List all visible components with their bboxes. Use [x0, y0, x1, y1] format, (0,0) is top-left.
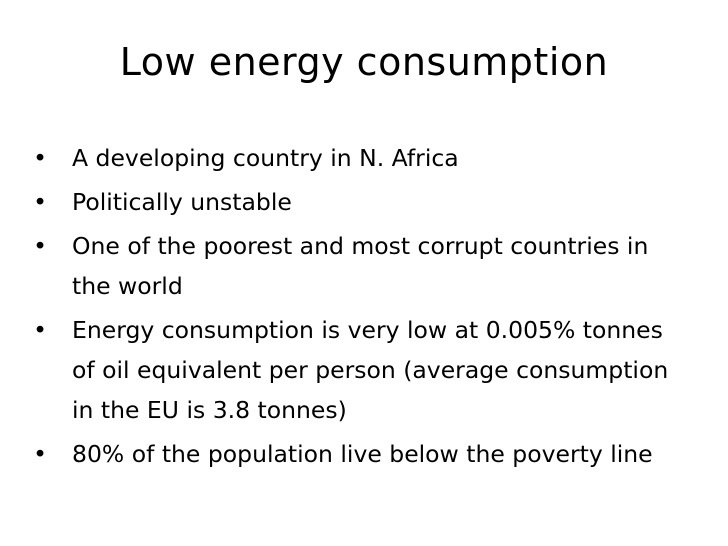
bullet-text: A developing country in N. Africa — [72, 144, 459, 172]
bullet-text: Politically unstable — [72, 188, 292, 216]
bullet-text: One of the poorest and most corrupt coun… — [72, 232, 649, 300]
bullet-item: • 80% of the population live below the p… — [28, 434, 688, 474]
bullet-item: • Energy consumption is very low at 0.00… — [28, 310, 688, 430]
bullet-icon: • — [33, 144, 47, 172]
bullet-icon: • — [33, 316, 47, 344]
bullet-icon: • — [33, 188, 47, 216]
bullet-list: • A developing country in N. Africa • Po… — [28, 138, 688, 478]
bullet-text: 80% of the population live below the pov… — [72, 440, 653, 468]
bullet-icon: • — [33, 440, 47, 468]
bullet-item: • One of the poorest and most corrupt co… — [28, 226, 688, 306]
bullet-text: Energy consumption is very low at 0.005%… — [72, 316, 669, 424]
slide-title: Low energy consumption — [119, 40, 609, 84]
bullet-item: • Politically unstable — [28, 182, 688, 222]
bullet-icon: • — [33, 232, 47, 260]
bullet-item: • A developing country in N. Africa — [28, 138, 688, 178]
